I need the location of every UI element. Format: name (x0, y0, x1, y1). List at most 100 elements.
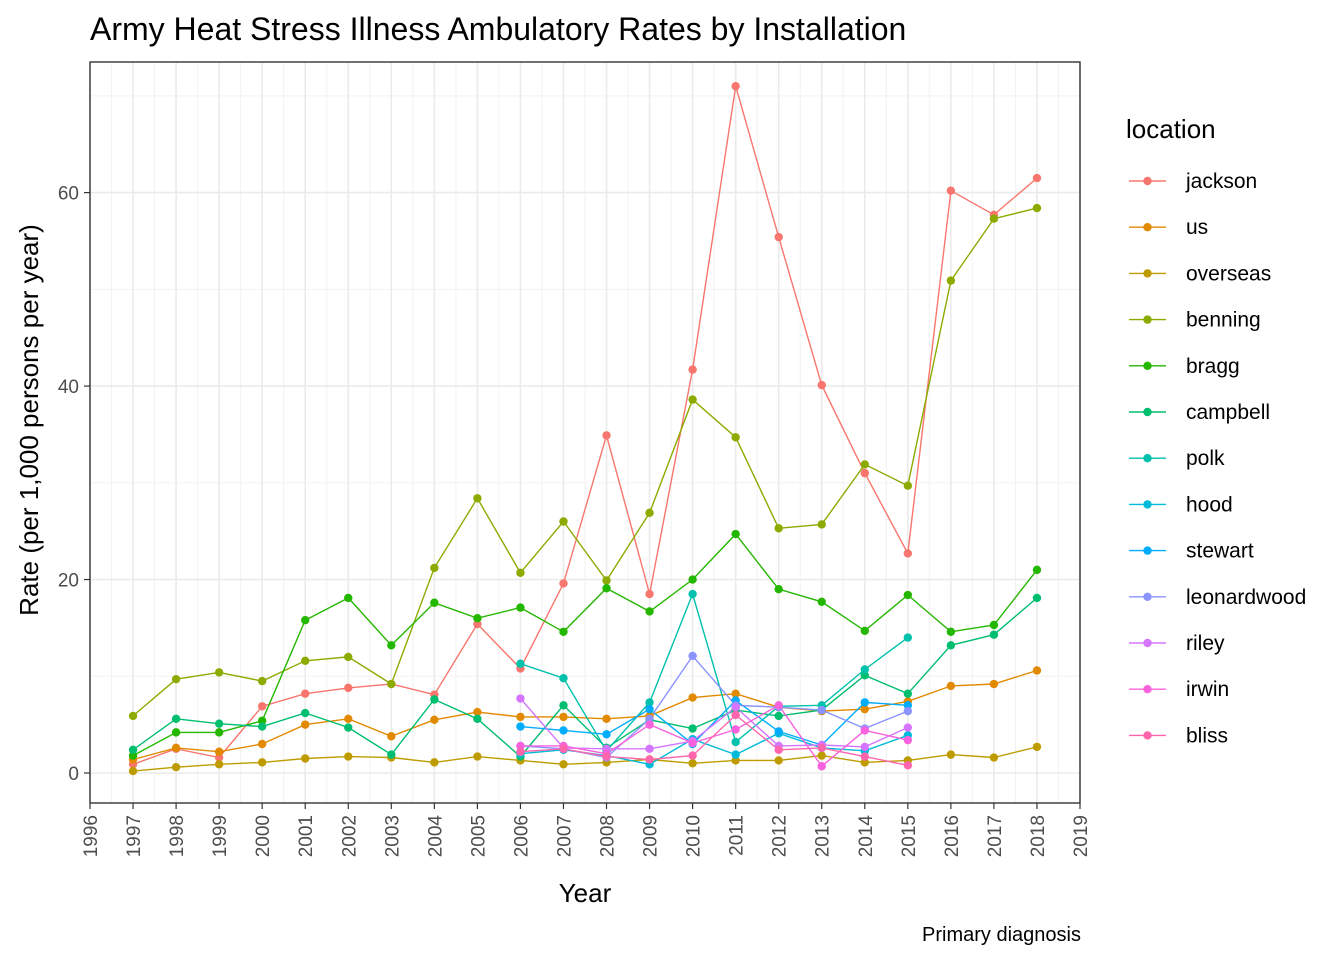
data-point-us (860, 704, 869, 714)
data-point-benning (516, 568, 525, 577)
data-point-irwin (860, 726, 869, 735)
data-point-campbell (860, 671, 869, 680)
data-point-stewart (559, 726, 568, 735)
data-point-benning (473, 494, 482, 503)
x-tick-label: 1998 (167, 815, 188, 857)
data-point-bliss (817, 743, 826, 753)
data-point-campbell (430, 695, 439, 704)
data-point-benning (430, 563, 439, 573)
data-point-bragg (1032, 565, 1042, 575)
data-point-leonardwood (817, 705, 826, 715)
data-point-us (731, 689, 740, 698)
data-point-benning (817, 520, 826, 529)
caption: Primary diagnosis (922, 924, 1081, 946)
data-point-bragg (171, 728, 181, 737)
data-point-bragg (903, 590, 913, 600)
y-tick-label: 40 (58, 377, 79, 398)
data-point-us (989, 679, 999, 689)
legend-label: campbell (1186, 401, 1270, 424)
data-point-riley (860, 742, 869, 752)
data-point-jackson (344, 683, 353, 693)
data-point-us (344, 714, 353, 724)
data-point-overseas (731, 756, 740, 765)
data-point-benning (602, 576, 611, 585)
x-tick-label: 1997 (124, 815, 145, 857)
legend-label: polk (1186, 447, 1225, 470)
data-point-benning (989, 214, 999, 223)
legend-key-point (1143, 731, 1152, 740)
series-line-bragg (132, 533, 1038, 757)
data-point-bragg (430, 598, 439, 607)
y-tick-label: 60 (58, 184, 79, 205)
legend-item-bliss: bliss (1129, 724, 1228, 747)
data-point-campbell (257, 722, 267, 731)
legend-key-point (1143, 500, 1152, 509)
x-tick-label: 1999 (210, 815, 231, 857)
data-point-campbell (473, 714, 482, 724)
data-point-leonardwood (688, 651, 697, 661)
data-point-bragg (301, 615, 310, 625)
data-point-riley (516, 694, 525, 703)
data-point-benning (387, 679, 396, 689)
data-point-bliss (860, 752, 869, 761)
legend-key-point (1143, 223, 1152, 232)
data-point-bragg (645, 607, 654, 616)
x-tick-label: 2007 (554, 815, 575, 857)
data-point-benning (301, 656, 310, 665)
x-tick-label: 2001 (296, 815, 317, 857)
data-point-jackson (731, 81, 740, 91)
x-tick-label: 2006 (511, 815, 532, 857)
data-point-overseas (559, 760, 568, 769)
data-point-overseas (989, 753, 999, 762)
x-axis-label: Year (559, 878, 612, 908)
data-point-bragg (774, 585, 783, 594)
data-point-bliss (559, 744, 568, 754)
data-point-leonardwood (903, 706, 913, 716)
x-tick-label: 2004 (425, 815, 446, 858)
x-tick-label: 2017 (985, 815, 1006, 857)
legend-item-polk: polk (1129, 447, 1225, 470)
legend: location jackson us overseas benning bragg ca… (1126, 114, 1306, 747)
legend-key-point (1143, 546, 1152, 555)
data-point-jackson (602, 431, 611, 440)
x-tick-label: 2008 (598, 815, 619, 857)
data-point-riley (731, 703, 740, 712)
data-point-jackson (860, 468, 869, 478)
data-point-irwin (645, 720, 654, 729)
legend-item-riley: riley (1129, 632, 1225, 655)
data-point-polk (559, 674, 568, 683)
data-point-campbell (344, 723, 353, 732)
data-point-campbell (171, 714, 181, 724)
y-axis: 0 20 40 60 (58, 184, 90, 785)
series-line-bliss (520, 714, 908, 766)
data-point-jackson (903, 549, 913, 558)
legend-item-jackson: jackson (1129, 170, 1257, 193)
data-point-benning (688, 395, 697, 404)
legend-item-irwin: irwin (1129, 678, 1229, 701)
data-point-campbell (774, 711, 783, 721)
data-point-overseas (1032, 742, 1042, 752)
x-tick-label: 2012 (770, 815, 791, 857)
data-point-irwin (817, 762, 826, 771)
data-point-overseas (257, 758, 267, 767)
legend-title: location (1126, 114, 1216, 144)
legend-item-benning: benning (1129, 309, 1261, 332)
series-line-stewart (520, 699, 908, 746)
data-point-campbell (559, 701, 568, 710)
x-tick-label: 2010 (684, 815, 705, 857)
data-point-benning (774, 524, 783, 533)
data-point-overseas (774, 756, 783, 765)
data-point-overseas (946, 750, 956, 759)
data-point-bragg (946, 627, 956, 636)
data-point-polk (645, 698, 654, 707)
data-point-campbell (903, 689, 913, 698)
legend-item-us: us (1129, 216, 1208, 239)
data-point-campbell (989, 630, 999, 639)
x-tick-label: 2011 (727, 815, 748, 856)
x-tick-label: 2005 (468, 815, 489, 857)
legend-label: bragg (1186, 355, 1240, 378)
series-line-us (132, 669, 1038, 761)
y-axis-label: Rate (per 1,000 persons per year) (14, 224, 44, 616)
data-point-benning (559, 517, 568, 526)
data-point-jackson (257, 702, 267, 711)
